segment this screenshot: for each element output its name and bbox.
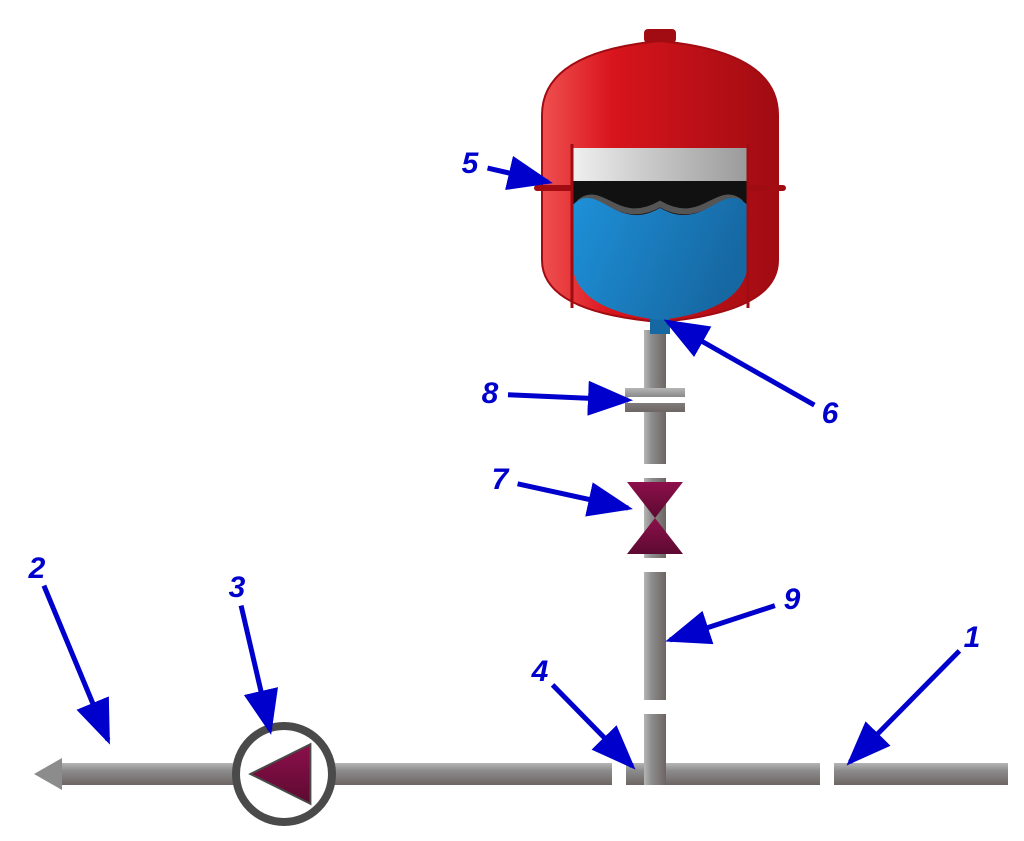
valve-gap-top	[644, 464, 666, 478]
main-pipe-seg-right	[834, 763, 1008, 785]
label-arrow-6	[668, 322, 814, 405]
label-arrow-4	[553, 685, 632, 766]
coupling-split	[625, 397, 685, 403]
label-arrow-9	[670, 606, 775, 640]
label-8: 8	[482, 377, 499, 411]
valve-top	[627, 482, 683, 518]
label-9: 9	[784, 583, 801, 617]
label-5: 5	[462, 147, 479, 181]
expansion-tank	[534, 29, 786, 334]
label-4: 4	[532, 655, 549, 689]
label-1: 1	[964, 621, 981, 655]
label-2: 2	[29, 552, 46, 586]
flow-arrow-head	[34, 758, 62, 790]
label-6: 6	[822, 397, 839, 431]
tank-nipple	[650, 318, 670, 334]
diagram-canvas	[0, 0, 1024, 841]
label-arrow-5	[488, 168, 548, 182]
label-arrow-3	[241, 606, 270, 730]
label-arrow-8	[508, 395, 628, 400]
label-arrow-7	[518, 484, 628, 508]
valve-gap-bottom	[644, 558, 666, 572]
label-7: 7	[492, 463, 509, 497]
tank-cutaway	[572, 148, 748, 320]
vertical-pipe-lower	[644, 714, 666, 785]
label-arrow-1	[850, 651, 959, 762]
label-arrow-2	[44, 586, 108, 740]
valve-bottom	[627, 518, 683, 554]
label-3: 3	[229, 571, 246, 605]
